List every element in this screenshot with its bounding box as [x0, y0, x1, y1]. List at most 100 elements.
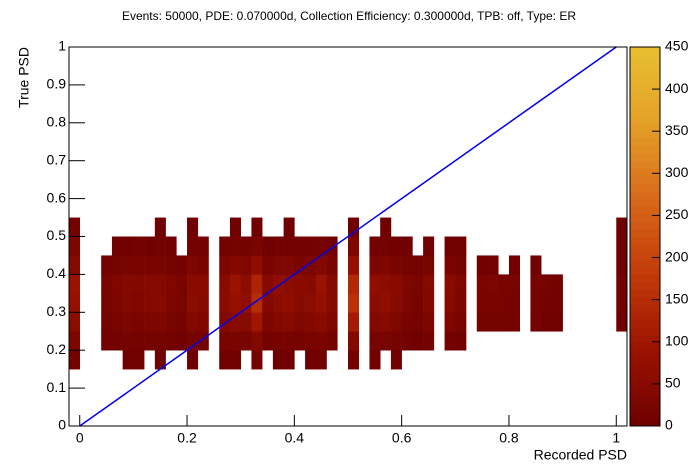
heatmap-cell [455, 331, 467, 351]
heatmap-cell [326, 293, 338, 313]
heatmap-cell [187, 312, 199, 332]
heatmap-cell [326, 255, 338, 275]
heatmap-cell [197, 274, 209, 294]
heatmap-cell [315, 274, 327, 294]
heatmap-cell [326, 312, 338, 332]
heatmap-cell [423, 331, 435, 351]
heatmap-cell [111, 331, 123, 351]
heatmap-cell [305, 293, 317, 313]
heatmap-cell [423, 312, 435, 332]
heatmap-cell [229, 217, 241, 237]
heatmap-cell [508, 274, 520, 294]
colorbar-step [630, 281, 660, 291]
heatmap-cell [187, 331, 199, 351]
heatmap-cell [326, 236, 338, 256]
heatmap-cell [251, 331, 263, 351]
heatmap-cell [272, 293, 284, 313]
heatmap-cell [251, 312, 263, 332]
heatmap-cell [380, 236, 392, 256]
colorbar-step [630, 183, 660, 192]
heatmap-cell [348, 236, 360, 256]
heatmap-cell [283, 331, 295, 351]
heatmap-cell [315, 255, 327, 275]
heatmap-cell [154, 255, 166, 275]
heatmap-cell [423, 293, 435, 313]
x-axis-title: Recorded PSD [534, 447, 627, 463]
heatmap-cell [455, 236, 467, 256]
heatmap-cell [541, 312, 553, 332]
heatmap-cell [380, 217, 392, 237]
heatmap-cell [616, 293, 628, 313]
heatmap-cell [154, 274, 166, 294]
x-tick-label: 0.4 [285, 430, 305, 446]
heatmap-cell [390, 350, 402, 370]
heatmap-cell [262, 274, 274, 294]
heatmap-cell [122, 331, 134, 351]
colorbar-step [630, 198, 660, 207]
heatmap-cell [455, 255, 467, 275]
heatmap-cell [444, 274, 456, 294]
colorbar-step [630, 107, 660, 116]
y-axis-title: True PSD [16, 47, 32, 108]
y-tick-label: 0.6 [47, 189, 67, 205]
y-tick-label: 0.5 [47, 227, 67, 243]
heatmap-cell [369, 293, 381, 313]
colorbar-step [630, 251, 660, 260]
heatmap-cell [315, 350, 327, 370]
heatmap-cell [144, 293, 156, 313]
heatmap-cell [251, 293, 263, 313]
heatmap-cell [229, 255, 241, 275]
x-tick-label: 0.8 [499, 430, 519, 446]
heatmap-cell [294, 274, 306, 294]
heatmap-cell [251, 350, 263, 370]
colorbar-step [630, 342, 660, 351]
colorbar-tick-label: 350 [665, 122, 689, 138]
heatmap-cell [165, 293, 177, 313]
x-tick-label: 1 [612, 430, 620, 446]
heatmap-cell [380, 312, 392, 332]
heatmap-cell [380, 293, 392, 313]
heatmap-cell [272, 255, 284, 275]
heatmap-cell [165, 255, 177, 275]
heatmap-cell [294, 312, 306, 332]
heatmap-cell [390, 293, 402, 313]
colorbar-step [630, 69, 660, 78]
heatmap-cell [423, 274, 435, 294]
heatmap-cell [240, 331, 252, 351]
heatmap-cell [229, 236, 241, 256]
heatmap-cell [251, 274, 263, 294]
heatmap-cell [165, 236, 177, 256]
heatmap-cell [176, 255, 188, 275]
heatmap-cell [133, 236, 145, 256]
colorbar-step [630, 403, 660, 412]
heatmap-cell [187, 217, 199, 237]
heatmap-cell [444, 312, 456, 332]
heatmap-cell [69, 312, 81, 332]
colorbar-step [630, 175, 660, 184]
heatmap-cell [541, 293, 553, 313]
heatmap-cell [272, 331, 284, 351]
heatmap-cell [369, 236, 381, 256]
chart-title: Events: 50000, PDE: 0.070000d, Collectio… [122, 9, 576, 23]
heatmap-cell [530, 255, 542, 275]
heatmap-cell [348, 331, 360, 351]
colorbar-step [630, 410, 660, 419]
colorbar-step [630, 304, 660, 313]
heatmap-cell [240, 312, 252, 332]
heatmap-cell [616, 274, 628, 294]
heatmap-cell [476, 255, 488, 275]
heatmap-cell [616, 217, 628, 237]
colorbar-step [630, 160, 660, 169]
colorbar-step [630, 259, 660, 268]
heatmap-cell [455, 274, 467, 294]
heatmap-cell [229, 312, 241, 332]
heatmap-cell [154, 293, 166, 313]
colorbar-step [630, 206, 660, 215]
heatmap-cell [283, 274, 295, 294]
heatmap-cell [219, 350, 231, 370]
heatmap-cell [315, 293, 327, 313]
heatmap-cell [197, 331, 209, 351]
heatmap-cell [305, 350, 317, 370]
heatmap-cell [262, 312, 274, 332]
heatmap-cell [176, 293, 188, 313]
